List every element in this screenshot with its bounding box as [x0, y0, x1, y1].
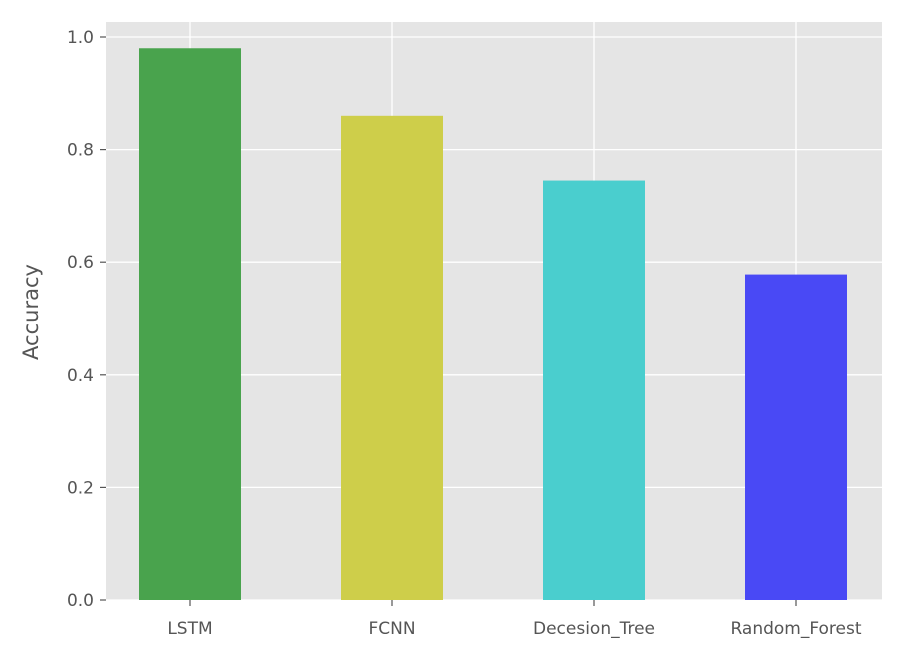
bar-fcnn: [341, 115, 443, 600]
bar-random-forest: [745, 274, 847, 600]
x-axis-ticks: LSTM FCNN Decesion_Tree Random_Forest: [167, 600, 862, 639]
bar-decesion-tree: [543, 180, 645, 600]
y-tick-label: 0.0: [67, 591, 94, 611]
x-tick-label: FCNN: [368, 619, 415, 639]
y-axis-ticks: 0.0 0.2 0.4 0.6 0.8 1.0: [67, 28, 106, 611]
bar-lstm: [139, 48, 241, 600]
bars: [139, 48, 847, 600]
x-tick-label: Decesion_Tree: [533, 619, 655, 639]
x-tick-label: Random_Forest: [730, 619, 861, 639]
y-tick-label: 0.2: [67, 478, 94, 498]
y-tick-label: 0.6: [67, 253, 94, 273]
y-axis-title: Accuracy: [19, 264, 43, 360]
y-tick-label: 0.8: [67, 141, 94, 161]
y-tick-label: 0.4: [67, 366, 94, 386]
x-tick-label: LSTM: [167, 619, 212, 639]
y-tick-label: 1.0: [67, 28, 94, 48]
